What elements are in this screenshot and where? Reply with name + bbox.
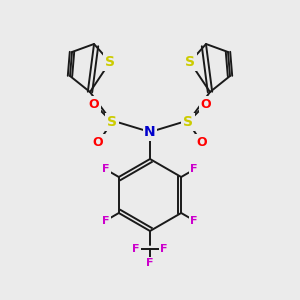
- Text: F: F: [102, 164, 110, 175]
- Text: F: F: [146, 258, 154, 268]
- Text: S: S: [107, 115, 117, 129]
- Text: F: F: [132, 244, 140, 254]
- Text: S: S: [183, 115, 193, 129]
- Text: O: O: [93, 136, 103, 148]
- Text: S: S: [105, 55, 115, 69]
- Text: F: F: [160, 244, 168, 254]
- Text: F: F: [190, 164, 198, 175]
- Text: O: O: [201, 98, 211, 110]
- Text: O: O: [89, 98, 99, 110]
- Text: F: F: [190, 215, 198, 226]
- Text: O: O: [197, 136, 207, 148]
- Text: N: N: [144, 125, 156, 139]
- Text: S: S: [185, 55, 195, 69]
- Text: F: F: [102, 215, 110, 226]
